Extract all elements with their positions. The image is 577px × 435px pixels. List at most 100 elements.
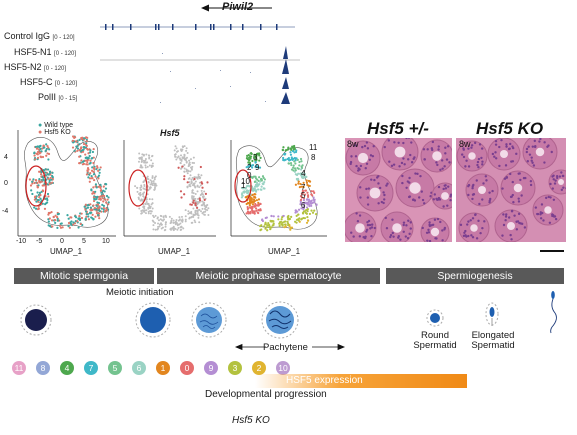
nucleus-dot	[489, 197, 492, 201]
umap-cell-point	[184, 218, 187, 221]
umap-cell-point	[299, 195, 303, 198]
umap-cell-point	[92, 173, 96, 176]
umap-cell-point	[169, 222, 172, 225]
umap-cell-point	[86, 147, 89, 150]
umap-cell-point	[140, 160, 143, 163]
x-tick: -5	[36, 238, 43, 245]
umap-cell-point	[258, 180, 262, 183]
umap-cell-point	[46, 168, 50, 171]
peak-hsf5-n2	[282, 59, 289, 74]
umap-cell-point	[39, 147, 42, 151]
umap-cell-point	[84, 153, 87, 156]
nucleus-dot	[507, 216, 511, 219]
nucleus-dot	[476, 160, 480, 164]
umap-cell-point	[162, 215, 165, 218]
nucleus-dot	[409, 153, 412, 157]
umap-cell-point	[144, 202, 147, 205]
umap-cell-point	[184, 159, 187, 162]
umap-cell-point	[51, 225, 54, 228]
nucleus-dot	[503, 177, 507, 180]
track-name: Control IgG	[4, 31, 51, 41]
umap-cell-point	[44, 171, 47, 174]
umap-cell-point	[78, 214, 81, 218]
nucleus-dot	[385, 227, 389, 230]
umap-cell-point	[310, 199, 313, 202]
umap-cell-point	[97, 174, 101, 177]
umap-cell-point	[280, 222, 283, 226]
umap-cell-point	[294, 162, 297, 165]
umap-cell-point	[76, 220, 79, 223]
umap-cell-point	[289, 151, 292, 154]
umap-cell-point	[185, 149, 188, 152]
umap-cell-point	[272, 220, 275, 223]
nucleus-dot	[391, 231, 394, 235]
umap-cell-point	[99, 189, 103, 192]
umap-cell-point	[28, 178, 31, 181]
nucleus-dot	[350, 155, 353, 158]
umap-cell-point	[146, 165, 149, 168]
umap-cell-point	[307, 219, 310, 222]
nucleus-dot	[552, 215, 556, 218]
umap-cell-point	[185, 156, 188, 159]
umap-cell-point	[75, 140, 78, 143]
umap-cell-point	[287, 223, 290, 227]
umap-cell-point	[157, 219, 160, 222]
umap-cell-point	[100, 207, 103, 210]
umap-cell-point	[200, 189, 203, 192]
umap-cell-point	[99, 166, 102, 169]
umap-cell-point	[85, 207, 88, 210]
umap-cell-point	[29, 184, 33, 187]
nucleus-dot	[358, 214, 362, 217]
umap-cell-point	[191, 189, 194, 192]
nucleus-dot	[401, 181, 404, 185]
legend-ko-label: Hsf5 KO	[44, 129, 71, 136]
nucleus-dot	[397, 234, 400, 238]
umap-cell-point	[87, 215, 90, 218]
umap-hsf5-expressing-point	[183, 178, 186, 181]
tubule-lumen	[470, 224, 478, 232]
nucleus-dot	[418, 196, 421, 199]
umap-cell-point	[151, 219, 154, 222]
umap-cell-point	[147, 212, 150, 215]
umap-cell-point	[255, 209, 258, 212]
nucleus-dot	[441, 239, 444, 242]
umap-cluster-label: 0	[247, 171, 252, 180]
nucleus-dot	[481, 198, 484, 201]
umap-hsf5-expressing-point	[181, 165, 184, 168]
umap-cell-point	[258, 159, 261, 162]
nucleus-dot	[539, 211, 542, 214]
nucleus-dot	[509, 142, 512, 146]
umap-cell-point	[157, 222, 160, 225]
umap-cell-point	[241, 192, 244, 195]
umap-cell-point	[145, 201, 148, 204]
nucleus-dot	[407, 138, 411, 139]
umap-cell-point	[36, 186, 39, 189]
nucleus-dot	[437, 196, 441, 200]
umap-cell-point	[258, 176, 261, 179]
histology-het-title: Hsf5 +/-	[367, 119, 429, 138]
nucleus-dot	[370, 223, 374, 226]
band-mitotic-spermatogonia: Mitotic spermgonia	[14, 268, 154, 284]
umap-cell-point	[310, 204, 313, 207]
nucleus-dot	[464, 234, 467, 237]
umap-hsf5-expressing-point	[183, 175, 186, 178]
umap-hsf5-expressing-point	[201, 186, 204, 189]
nucleus-dot	[494, 151, 497, 154]
nucleus-dot	[544, 196, 548, 200]
histology-ko-title: Hsf5 KO	[476, 119, 544, 138]
umap-cell-point	[202, 195, 205, 198]
nucleus-dot	[460, 153, 464, 156]
umap-cell-point	[33, 206, 36, 209]
umap-cell-point	[85, 173, 89, 176]
umap-cell-point	[250, 196, 253, 200]
nucleus-dot	[377, 182, 380, 185]
umap-cell-point	[89, 206, 92, 209]
umap-cell-point	[180, 228, 183, 231]
elongated-spermatid-icon	[485, 302, 499, 326]
umap-cell-point	[68, 226, 71, 229]
umap-cell-point	[264, 223, 267, 226]
nucleus-dot	[437, 145, 440, 148]
umap-cluster-label: 2	[247, 163, 252, 172]
umap-cell-point	[148, 187, 151, 190]
umap-cell-point	[202, 196, 205, 199]
